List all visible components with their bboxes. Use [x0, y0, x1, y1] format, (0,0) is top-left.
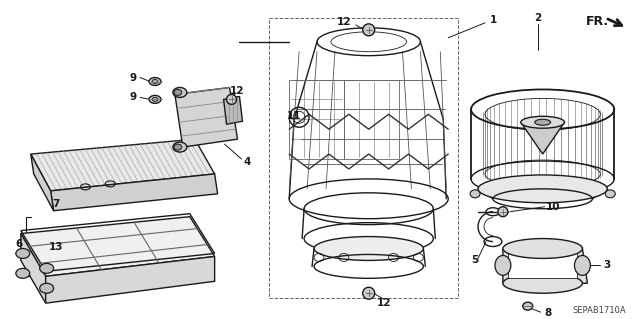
Ellipse shape [470, 190, 480, 198]
Ellipse shape [521, 116, 564, 128]
Ellipse shape [498, 207, 508, 217]
Ellipse shape [173, 87, 187, 97]
Ellipse shape [503, 239, 582, 258]
Text: 12: 12 [376, 298, 391, 308]
Polygon shape [521, 122, 564, 154]
Text: 2: 2 [534, 13, 541, 23]
Ellipse shape [40, 283, 54, 293]
Text: 10: 10 [545, 202, 560, 212]
Ellipse shape [152, 79, 158, 84]
Text: 4: 4 [244, 157, 251, 167]
Text: 11: 11 [287, 111, 301, 121]
Ellipse shape [149, 95, 161, 103]
Ellipse shape [227, 94, 237, 104]
Text: 5: 5 [472, 256, 479, 265]
Polygon shape [508, 254, 577, 278]
Text: SEPAB1710A: SEPAB1710A [572, 306, 626, 315]
Ellipse shape [314, 237, 424, 260]
Ellipse shape [174, 89, 182, 95]
Text: FR.: FR. [586, 15, 609, 28]
Ellipse shape [363, 287, 374, 299]
Polygon shape [223, 96, 243, 124]
Ellipse shape [503, 273, 582, 293]
Ellipse shape [523, 302, 532, 310]
Ellipse shape [575, 256, 590, 275]
Text: 7: 7 [52, 199, 60, 209]
Ellipse shape [363, 24, 374, 36]
Ellipse shape [152, 97, 158, 101]
Polygon shape [31, 154, 54, 211]
Ellipse shape [40, 263, 54, 273]
Text: 6: 6 [15, 239, 22, 249]
Polygon shape [503, 249, 588, 283]
Ellipse shape [16, 268, 30, 278]
Polygon shape [175, 87, 237, 147]
Ellipse shape [605, 190, 615, 198]
Ellipse shape [149, 78, 161, 85]
Ellipse shape [173, 142, 187, 152]
Text: 1: 1 [490, 15, 497, 25]
Text: 8: 8 [544, 308, 551, 318]
Bar [269, 18, 458, 298]
Text: 13: 13 [49, 241, 63, 251]
Polygon shape [21, 234, 45, 303]
Ellipse shape [16, 249, 30, 258]
Ellipse shape [174, 144, 182, 150]
Ellipse shape [534, 119, 550, 125]
Polygon shape [31, 139, 214, 191]
Bar [344, 79, 399, 159]
Polygon shape [45, 256, 214, 303]
Ellipse shape [495, 256, 511, 275]
Polygon shape [51, 174, 218, 211]
Text: 9: 9 [129, 93, 137, 102]
Text: 12: 12 [337, 17, 351, 27]
Polygon shape [21, 217, 214, 276]
Text: 9: 9 [129, 72, 137, 83]
Text: 3: 3 [604, 260, 611, 271]
Bar [289, 79, 344, 159]
Ellipse shape [478, 175, 607, 203]
Text: 12: 12 [230, 86, 244, 96]
